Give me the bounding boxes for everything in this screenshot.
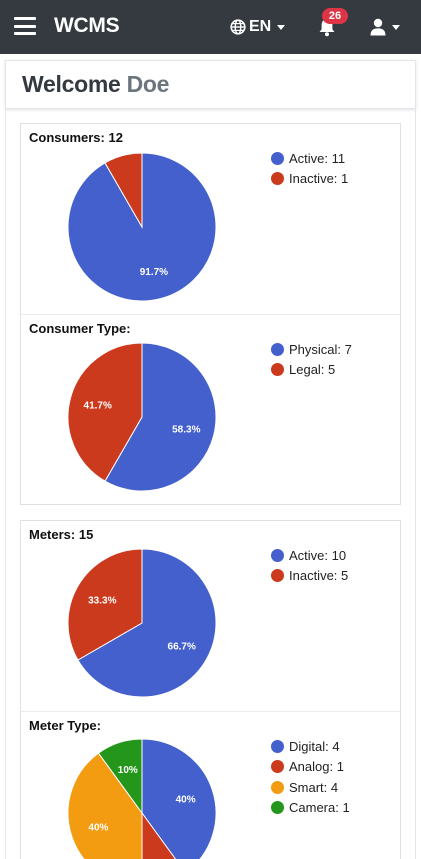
legend-item[interactable]: Smart: 4 [271,777,350,798]
legend-swatch [271,780,284,794]
language-selector[interactable]: EN [230,16,286,38]
pie-slice-physical[interactable] [104,342,217,492]
notification-count-badge[interactable]: 26 [322,8,348,24]
pie-slice-camera[interactable] [97,738,143,815]
consumers-pie-chart: 91.7% [67,152,217,302]
legend-swatch [271,801,284,815]
welcome-card: Welcome Doe [5,60,416,109]
slice-percentage-label: 40% [88,823,108,834]
pie-slice-legal[interactable] [67,342,143,482]
legend-label: Physical: 7 [289,341,352,357]
legend-label: Inactive: 1 [289,171,349,187]
legend-item[interactable]: Legal: 5 [271,360,352,381]
user-menu[interactable] [370,16,400,38]
chevron-down-icon [277,24,286,30]
legend-label: Active: 11 [289,150,346,166]
divider [21,711,400,712]
brand-logo[interactable]: WCMS [54,14,120,37]
page-title: Welcome Doe [22,71,169,98]
chevron-down-icon [392,24,400,30]
legend-item[interactable]: Active: 11 [271,148,348,169]
pie-slice-digital[interactable] [141,738,217,859]
slice-percentage-label: 40% [176,794,196,805]
legend-swatch [271,151,284,165]
legend-label: Inactive: 5 [289,568,349,584]
chart-legend: Active: 10 Inactive: 5 [271,545,348,586]
legend-swatch [271,342,284,356]
language-label: EN [249,18,272,35]
legend-item[interactable]: Physical: 7 [271,339,352,360]
consumers-chart: Consumers: 12 91.7% Active: 11 Inactive:… [21,124,400,314]
chart-title: Meters: 15 [29,527,94,542]
pie-slice-inactive[interactable] [104,152,143,229]
legend-label: Camera: 1 [289,800,350,816]
menu-icon[interactable] [14,17,36,35]
slice-percentage-label: 66.7% [168,641,196,652]
meters-chart-group: Meters: 15 66.7% 33.3% Active: 10 Inactiv… [20,520,401,859]
welcome-greeting: Welcome [22,71,121,97]
legend-swatch [271,172,284,186]
consumer-type-pie-chart: 58.3% 41.7% [67,342,217,492]
legend-item[interactable]: Digital: 4 [271,736,350,757]
legend-item[interactable]: Camera: 1 [271,798,350,819]
globe-icon [230,19,246,35]
legend-item[interactable]: Inactive: 5 [271,566,348,587]
user-icon [370,18,386,36]
pie-slice-inactive[interactable] [67,548,143,661]
slice-percentage-label: 91.7% [140,267,168,278]
legend-item[interactable]: Active: 10 [271,545,348,566]
legend-label: Legal: 5 [289,362,336,378]
chart-legend: Physical: 7 Legal: 5 [271,339,352,380]
legend-item[interactable]: Inactive: 1 [271,169,348,190]
legend-swatch [271,739,284,753]
slice-percentage-label: 10% [118,765,138,776]
user-name: Doe [126,71,170,97]
legend-label: Analog: 1 [289,759,344,775]
legend-swatch [271,363,284,377]
meter-type-chart: Meter Type: 40% 40% 10% Digital: 4 Analog:… [21,712,400,859]
chart-title: Consumers: 12 [29,130,123,145]
slice-percentage-label: 41.7% [84,401,112,412]
content-frame [5,109,416,859]
meters-chart: Meters: 15 66.7% 33.3% Active: 10 Inactiv… [21,521,400,711]
slice-percentage-label: 58.3% [172,424,200,435]
divider [21,314,400,315]
chart-legend: Active: 11 Inactive: 1 [271,148,348,189]
legend-swatch [271,548,284,562]
legend-swatch [271,760,284,774]
pie-slice-analog[interactable] [141,811,186,859]
chart-title: Meter Type: [29,718,101,733]
pie-slice-active[interactable] [77,548,217,698]
consumers-chart-group: Consumers: 12 91.7% Active: 11 Inactive:… [20,123,401,505]
legend-label: Digital: 4 [289,738,340,754]
pie-slice-smart[interactable] [67,752,143,859]
slice-percentage-label: 33.3% [88,596,116,607]
top-navbar: WCMS EN 26 [0,0,421,54]
legend-item[interactable]: Analog: 1 [271,757,350,778]
legend-label: Active: 10 [289,547,347,563]
meters-pie-chart: 66.7% 33.3% [67,548,217,698]
legend-swatch [271,569,284,583]
meter-type-pie-chart: 40% 40% 10% [67,738,217,859]
legend-label: Smart: 4 [289,779,339,795]
consumer-type-chart: Consumer Type: 58.3% 41.7% Physical: 7 Le… [21,315,400,505]
chart-title: Consumer Type: [29,321,131,336]
chart-legend: Digital: 4 Analog: 1 Smart: 4 Camera: 1 [271,736,350,818]
